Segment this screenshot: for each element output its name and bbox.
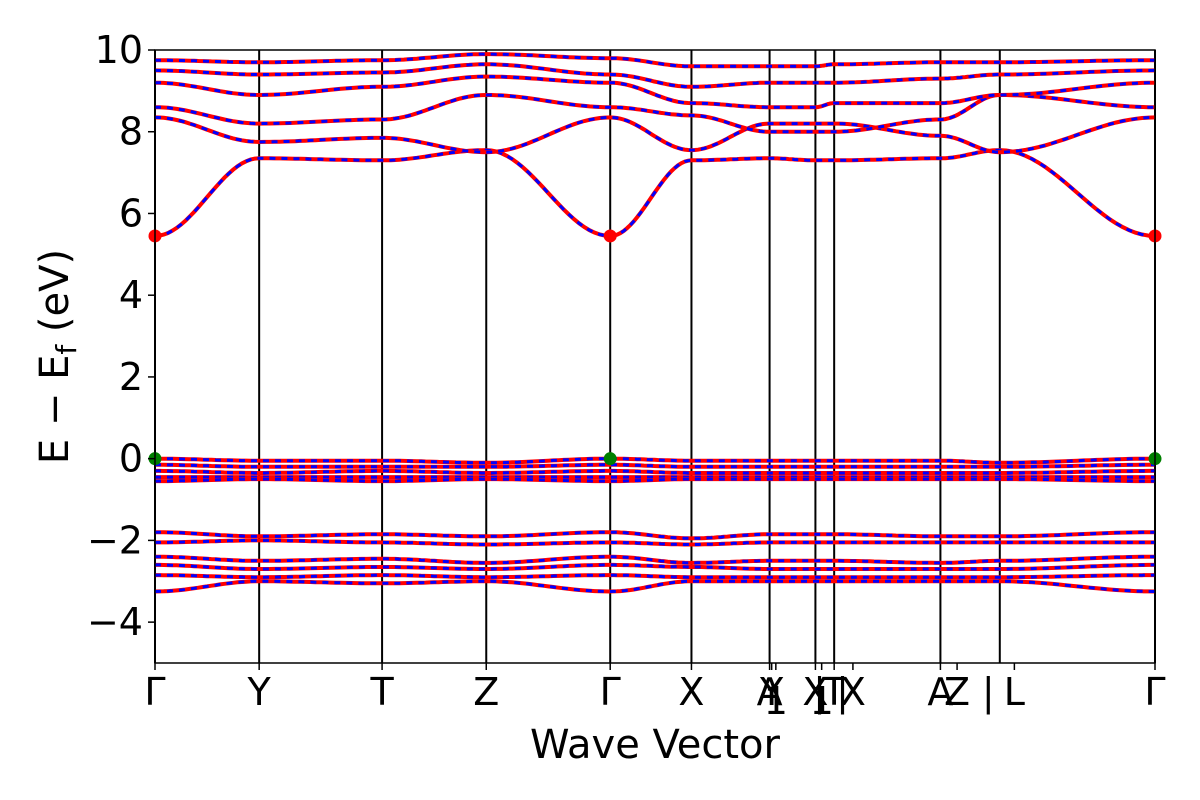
x-tick-separator: | — [982, 670, 995, 715]
x-tick-label: Y — [759, 670, 784, 714]
y-axis-label-subscript: f — [50, 344, 83, 355]
y-tick-label: −2 — [87, 518, 143, 562]
band-line-spin-up — [155, 573, 1155, 580]
x-tick-label: X — [840, 670, 866, 714]
band-line-spin-down — [154, 62, 1156, 89]
band-line-spin-down — [155, 477, 1155, 483]
y-tick-label: 10 — [95, 28, 143, 72]
band-line-spin-down — [155, 530, 1155, 540]
band-line-spin-down — [154, 579, 1156, 594]
x-tick-label: L — [1004, 670, 1025, 714]
x-axis-label: Wave Vector — [530, 722, 781, 768]
band-line-spin-down — [154, 148, 1156, 238]
band-line-spin-up — [155, 468, 1155, 475]
x-tick-label: T — [369, 670, 394, 714]
y-tick-label: 8 — [119, 110, 143, 154]
x-tick-separator: | — [813, 670, 826, 715]
band-line-spin-down — [155, 463, 1155, 469]
x-tick-label: Z — [944, 670, 970, 714]
y-tick-label: 6 — [119, 191, 143, 235]
band-line-spin-down — [154, 555, 1156, 565]
band-lines — [154, 52, 1156, 594]
y-axis-label: E − Ef (eV) — [32, 249, 83, 464]
band-line-spin-up — [155, 477, 1155, 484]
x-tick-label: X — [802, 670, 828, 714]
band-line-spin-down — [154, 115, 1156, 154]
x-tick-label: Γ — [600, 670, 621, 714]
y-tick-label: 2 — [119, 355, 143, 399]
x-tick-label: Y — [247, 670, 272, 714]
band-line-spin-down — [155, 573, 1155, 579]
x-tick-label: A — [757, 670, 783, 714]
x-tick-label: Γ — [1144, 670, 1165, 714]
x-tick-label: T — [822, 670, 847, 714]
band-line-spin-down — [155, 457, 1155, 465]
x-tick-label: Z — [473, 670, 499, 714]
x-tick-label: A — [927, 670, 953, 714]
x-tick-label: Γ — [144, 670, 165, 714]
x-tick-label: 1 — [764, 679, 788, 723]
y-tick-label: −4 — [87, 600, 143, 644]
band-extremum-marker — [603, 229, 617, 243]
x-tick-label: X — [678, 670, 704, 714]
band-line-spin-up — [155, 462, 1155, 469]
y-axis-ticks: −4 −2 0 2 4 6 8 10 — [87, 28, 155, 644]
y-axis-label-unit: (eV) — [32, 249, 78, 345]
band-line-spin-down — [155, 538, 1155, 546]
x-tick-separator: | — [836, 670, 849, 715]
x-tick-label: 1 — [810, 679, 834, 723]
band-line-spin-down — [155, 469, 1155, 475]
band-line-spin-down — [155, 75, 1155, 109]
band-line-spin-down — [155, 52, 1155, 68]
plot-frame — [154, 49, 1156, 664]
band-line-spin-down — [154, 93, 1155, 134]
band-extremum-marker — [603, 452, 617, 466]
y-axis-label-main: E − E — [32, 355, 78, 465]
band-line-spin-down — [155, 563, 1155, 571]
y-tick-label: 0 — [119, 437, 143, 481]
y-tick-label: 4 — [119, 273, 143, 317]
